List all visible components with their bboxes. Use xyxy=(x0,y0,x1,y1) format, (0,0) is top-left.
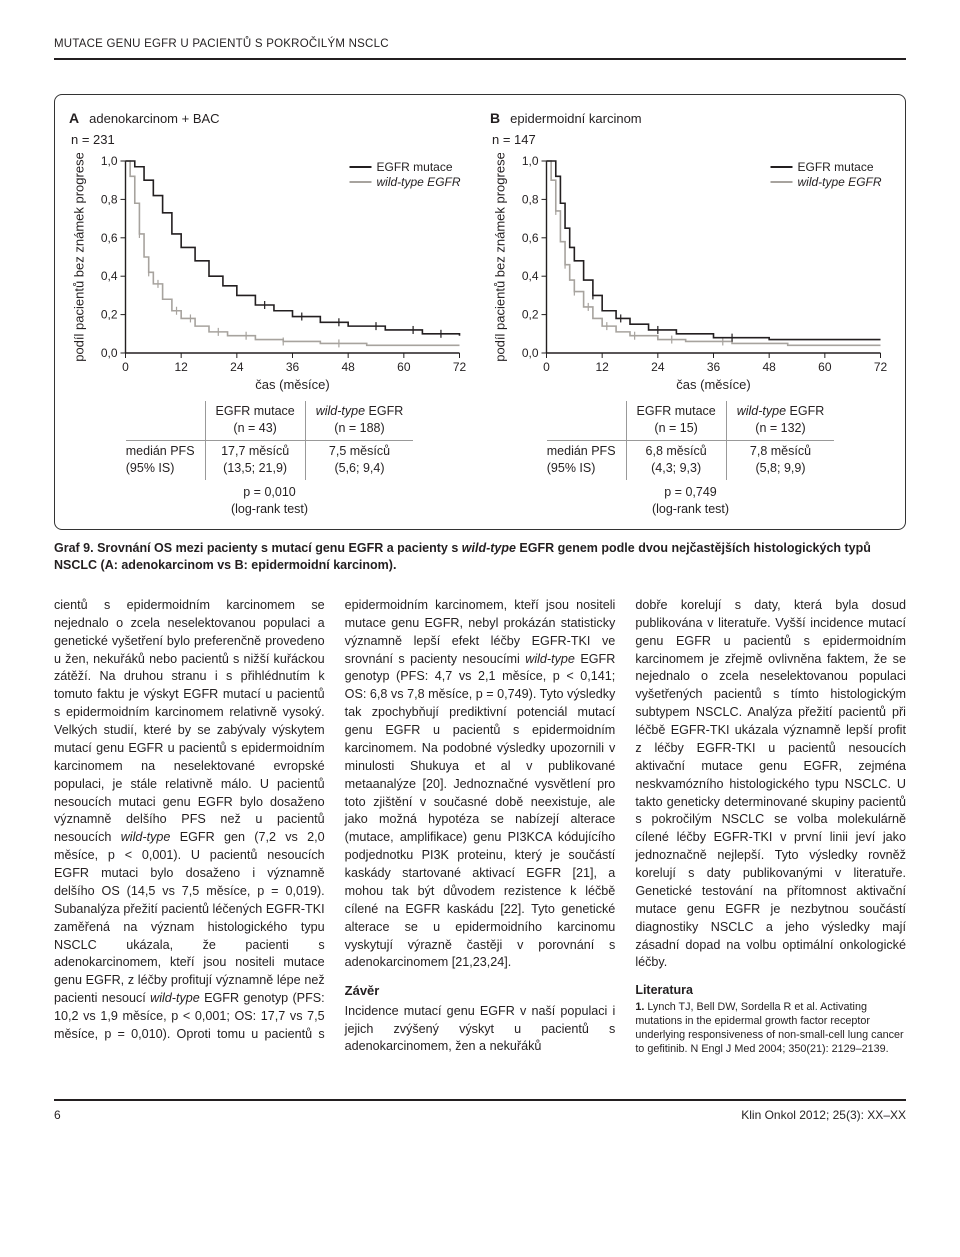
svg-text:36: 36 xyxy=(707,360,721,374)
body-text: cientů s epidermoidním karcinomem se nej… xyxy=(54,597,906,1059)
stat-label-ci: (95% IS) xyxy=(126,461,175,475)
svg-text:0,8: 0,8 xyxy=(522,192,539,206)
stat-value: 7,5 měsíců xyxy=(329,444,390,458)
panel-a-n: n = 231 xyxy=(71,131,470,149)
stat-value-ci: (4,3; 9,3) xyxy=(651,461,701,475)
stat-label: medián PFS xyxy=(547,444,616,458)
figure-9-box: A adenokarcinom + BAC n = 231 0,00,20,40… xyxy=(54,94,906,530)
test-name: (log-rank test) xyxy=(231,502,308,516)
figure-9-caption: Graf 9. Srovnání OS mezi pacienty s muta… xyxy=(54,540,906,575)
svg-text:0,4: 0,4 xyxy=(522,269,539,283)
stat-value-ci: (5,8; 9,9) xyxy=(755,461,805,475)
section-heading-literatura: Literatura xyxy=(635,982,906,1000)
panel-b-title: epidermoidní karcinom xyxy=(510,110,642,128)
ref-number: 1. xyxy=(635,1001,644,1013)
svg-text:60: 60 xyxy=(818,360,832,374)
svg-text:0,0: 0,0 xyxy=(101,346,118,360)
svg-text:0,2: 0,2 xyxy=(522,307,539,321)
stat-value-ci: (13,5; 21,9) xyxy=(223,461,287,475)
panel-b: B epidermoidní karcinom n = 147 0,00,20,… xyxy=(490,109,891,393)
panel-a-title: adenokarcinom + BAC xyxy=(89,110,219,128)
stat-value: 7,8 měsíců xyxy=(750,444,811,458)
svg-text:EGFR mutace: EGFR mutace xyxy=(377,160,453,174)
stat-value: 6,8 měsíců xyxy=(646,444,707,458)
svg-text:24: 24 xyxy=(230,360,244,374)
caption-italic: wild-type xyxy=(462,541,516,555)
page-footer: 6 Klin Onkol 2012; 25(3): XX–XX xyxy=(54,1099,906,1124)
svg-text:48: 48 xyxy=(341,360,355,374)
svg-text:0,0: 0,0 xyxy=(522,346,539,360)
svg-text:72: 72 xyxy=(453,360,467,374)
test-name: (log-rank test) xyxy=(652,502,729,516)
stat-label-ci: (95% IS) xyxy=(547,461,596,475)
panel-b-chart: 0,0 0,2 0,4 0,6 0,8 1,0 0 12 24 36 48 60 72 čas (měsí… xyxy=(490,153,891,393)
svg-text:0,4: 0,4 xyxy=(101,269,118,283)
svg-text:0,8: 0,8 xyxy=(101,192,118,206)
svg-text:12: 12 xyxy=(174,360,188,374)
italic: wild-type xyxy=(121,830,171,844)
svg-text:60: 60 xyxy=(397,360,411,374)
svg-text:wild-type EGFR: wild-type EGFR xyxy=(377,175,461,189)
caption-text: Srovnání OS mezi pacienty s mutací genu … xyxy=(94,541,462,555)
body-p: EGFR genotyp (PFS: 4,7 vs 2,1 měsíce, p … xyxy=(345,652,616,970)
svg-text:0,2: 0,2 xyxy=(101,307,118,321)
panel-b-stats: EGFR mutace(n = 15) wild-type EGFR(n = 1… xyxy=(490,401,891,519)
svg-text:36: 36 xyxy=(286,360,300,374)
svg-text:podíl pacientů bez známek prog: podíl pacientů bez známek progrese xyxy=(72,153,87,362)
stat-value-ci: (5,6; 9,4) xyxy=(334,461,384,475)
svg-text:0,6: 0,6 xyxy=(522,231,539,245)
journal-citation: Klin Onkol 2012; 25(3): XX–XX xyxy=(741,1107,906,1124)
body-p: Incidence mutací genu EGFR v naší popula… xyxy=(345,1003,616,1057)
svg-text:1,0: 1,0 xyxy=(101,154,118,168)
body-p: dobře korelují s daty, která byla dosud … xyxy=(635,597,906,972)
section-heading-zaver: Závěr xyxy=(345,982,616,1000)
body-p: EGFR gen (7,2 vs 2,0 měsíce, p < 0,001).… xyxy=(54,830,325,1005)
svg-text:čas (měsíce): čas (měsíce) xyxy=(676,377,750,392)
svg-text:0,6: 0,6 xyxy=(101,231,118,245)
svg-text:12: 12 xyxy=(595,360,609,374)
svg-text:wild-type EGFR: wild-type EGFR xyxy=(798,175,882,189)
svg-text:1,0: 1,0 xyxy=(522,154,539,168)
svg-text:24: 24 xyxy=(651,360,665,374)
panel-a-letter: A xyxy=(69,109,79,129)
ref-text: Lynch TJ, Bell DW, Sordella R et al. Act… xyxy=(635,1001,903,1055)
svg-text:0: 0 xyxy=(122,360,129,374)
panel-a: A adenokarcinom + BAC n = 231 0,00,20,40… xyxy=(69,109,470,393)
italic: wild-type xyxy=(525,652,575,666)
stat-label: medián PFS xyxy=(126,444,195,458)
panel-b-n: n = 147 xyxy=(492,131,891,149)
panel-b-letter: B xyxy=(490,109,500,129)
p-value: p = 0,010 xyxy=(243,485,295,499)
svg-text:čas (měsíce): čas (měsíce) xyxy=(255,377,329,392)
caption-label: Graf 9. xyxy=(54,541,94,555)
body-p: cientů s epidermoidním karcinomem se nej… xyxy=(54,598,325,844)
svg-text:podíl pacientů bez známek prog: podíl pacientů bez známek progrese xyxy=(493,153,508,362)
stat-value: 17,7 měsíců xyxy=(221,444,289,458)
svg-text:48: 48 xyxy=(762,360,776,374)
panel-a-stats: EGFR mutace(n = 43) wild-type EGFR(n = 1… xyxy=(69,401,470,519)
svg-text:EGFR mutace: EGFR mutace xyxy=(798,160,874,174)
page-number: 6 xyxy=(54,1107,61,1124)
svg-text:0: 0 xyxy=(543,360,550,374)
p-value: p = 0,749 xyxy=(664,485,716,499)
running-head: MUTACE GENU EGFR U PACIENTŮ S POKROČILÝM… xyxy=(54,36,906,60)
panel-a-chart: 0,0 0,2 0,4 0,6 0,8 1,0 0 12 24 36 48 60 72 čas (měsí… xyxy=(69,153,470,393)
svg-text:72: 72 xyxy=(874,360,888,374)
italic: wild-type xyxy=(150,991,200,1005)
